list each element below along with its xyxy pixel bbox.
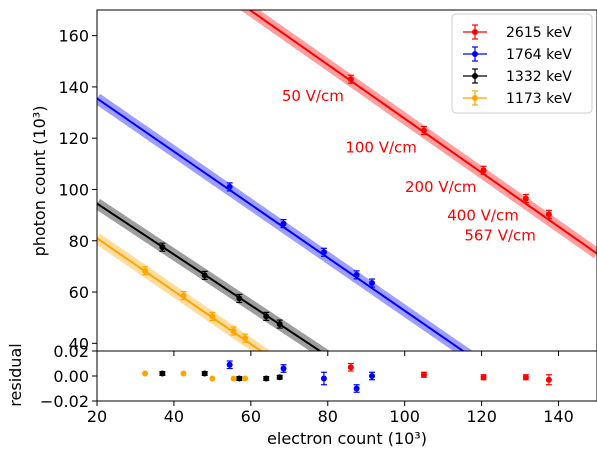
field-label: 200 V/cm [405,178,477,196]
residual-point [276,374,283,381]
data-point [201,272,208,279]
residual-axis-label: residual [6,343,25,406]
data-point [522,195,529,202]
data-point [263,313,270,320]
residual-plot-frame [96,350,597,402]
fit-line-2 [97,202,322,351]
data-point [236,295,243,302]
legend-label: 2615 keV [506,25,572,41]
fit-line-0 [248,10,597,255]
x-tick-label: 120 [466,407,497,426]
residual-point [263,375,270,382]
residual-point [242,375,249,382]
data-point [276,321,283,328]
residual-points [142,360,552,393]
tick-labels: 20 40 60 80 100 120 140 40 60 80 100 120 140 160 0.02 0… [40,27,574,426]
axes [92,9,597,406]
x-axis-label: electron count (10³) [267,429,427,448]
y-tick-label: 160 [58,27,89,46]
top-data-points [142,74,552,343]
field-labels: 50 V/cm 100 V/cm 200 V/cm 400 V/cm 567 V/cm [282,87,536,244]
y-tick-label: 140 [58,78,89,97]
y-tick-label: 120 [58,129,89,148]
residual-point [159,370,166,377]
data-point [209,313,216,320]
data-point [353,271,360,278]
residual-point [347,364,354,371]
data-point [320,249,327,256]
residual-point [369,373,375,379]
x-tick-label: 60 [241,407,261,426]
residual-point [236,375,243,382]
legend-marker [472,51,478,57]
legend-marker [472,95,478,101]
residual-point [420,371,427,378]
fit-line-1 [97,97,465,351]
residual-point [545,376,552,383]
data-point [347,76,354,83]
y-axis-label: photon count (10³) [30,106,49,257]
data-point [280,220,287,227]
residual-point [142,370,149,377]
field-label: 400 V/cm [447,206,519,224]
legend-label: 1173 keV [506,91,572,107]
data-point [420,127,427,134]
y-tick-label: 80 [69,232,89,251]
residual-point [353,385,360,392]
data-point [159,244,166,251]
residual-y-tick-label: 0.02 [53,342,89,361]
x-tick-label: 140 [543,407,574,426]
legend: 2615 keV 1764 keV 1332 keV 1173 keV [451,13,593,114]
y-tick-label: 40 [69,334,89,353]
x-tick-label: 80 [318,407,338,426]
residual-point [226,361,233,368]
data-point [142,267,149,274]
legend-marker [472,73,478,79]
data-point [369,280,375,287]
x-tick-label: 20 [87,407,107,426]
data-point [545,211,552,218]
residual-point [230,375,237,382]
residual-point [480,374,487,381]
field-label: 100 V/cm [345,139,417,157]
residual-y-tick-label: −0.02 [40,392,89,411]
x-tick-label: 100 [389,407,420,426]
legend-box [451,13,593,114]
legend-label: 1332 keV [506,69,572,85]
residual-point [201,370,208,377]
data-point [242,335,249,342]
x-tick-label: 40 [164,407,184,426]
data-point [230,328,237,335]
field-label: 50 V/cm [282,87,344,105]
residual-point [522,374,529,381]
y-tick-label: 60 [69,283,89,302]
residual-point [209,375,216,382]
residual-point [180,370,187,377]
residual-y-tick-label: 0.00 [53,367,89,386]
y-tick-label: 100 [58,180,89,199]
residual-point [280,365,287,372]
legend-marker [472,29,478,35]
legend-label: 1764 keV [506,47,572,63]
data-point [226,183,233,190]
field-label: 567 V/cm [464,226,536,244]
residual-point [320,375,327,382]
data-point [480,167,487,174]
data-point [180,292,187,299]
